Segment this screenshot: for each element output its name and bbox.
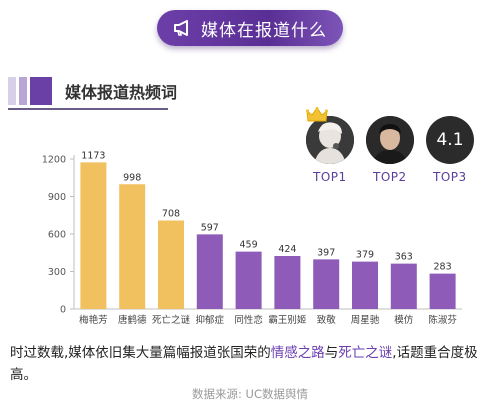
bar [119,184,146,309]
value-label: 1173 [81,150,105,161]
x-labels: 梅艳芳 唐鹤德 死亡之谜 抑郁症 同性恋 霸王别姬 致敬 周星驰 模仿 陈淑芬 [79,314,457,326]
category-label: 陈淑芬 [428,314,457,326]
bar [274,256,301,309]
summary-part2: 与 [324,345,339,361]
category-label: 周星驰 [351,314,380,326]
value-label: 363 [395,252,413,263]
summary-text: 时过数载,媒体依旧集大量篇幅报道张国荣的情感之路与死亡之谜,话题重合度极高。 [10,342,492,386]
bar [352,261,378,309]
value-label: 283 [434,262,452,273]
bar [158,220,184,309]
bars [80,162,456,309]
category-label: 同性恋 [234,314,263,326]
section-bar-2 [19,77,27,105]
category-label: 霸王别姬 [268,314,307,326]
section-bar-3 [30,77,52,105]
category-label: 死亡之谜 [152,314,191,326]
value-label: 424 [278,244,296,255]
y-tick-label: 0 [60,305,66,316]
category-label: 抑郁症 [196,314,225,326]
summary-highlight-2: 死亡之谜 [338,345,393,361]
avatar-top1 [306,116,354,164]
section-bar-1 [8,77,16,105]
value-label: 397 [317,247,335,258]
bar [313,259,340,309]
y-tick-label: 900 [48,192,66,203]
bar [196,234,223,309]
bar [390,263,417,309]
value-label: 998 [123,172,141,183]
summary-highlight-1: 情感之路 [270,345,325,361]
value-label: 459 [240,240,258,251]
header-banner: 媒体在报道什么 [157,10,343,46]
summary-part1: 时过数载,媒体依旧集大量篇幅报道张国荣的 [10,345,271,361]
category-label: 唐鹤德 [118,314,147,326]
category-label: 模仿 [394,314,414,326]
megaphone-icon [173,20,193,36]
badge-top3: 4.1 [426,116,474,164]
bar [80,162,107,309]
section-underline [8,108,168,110]
section-heading: 媒体报道热频词 [8,76,177,106]
source-note: 数据来源: UC数据舆情 [192,387,308,401]
rank-label-top2: TOP2 [373,170,407,184]
category-label: 梅艳芳 [79,314,108,326]
bar [429,273,456,309]
header-title: 媒体在报道什么 [201,20,327,41]
value-label: 597 [201,222,219,233]
avatar-top2 [366,116,414,164]
summary-part3: ,话题重合度极高。 [10,345,478,383]
value-labels: 1173 998 708 597 459 424 397 379 363 283 [81,150,451,272]
bar-chart: 0 300 600 900 1200 1173 998 708 597 459 424 397 379… [42,150,462,326]
y-tick-label: 600 [48,230,66,241]
bar [235,251,262,309]
rank-label-top3: TOP3 [433,170,467,184]
section-title: 媒体报道热频词 [65,83,178,102]
crown-icon [305,106,329,127]
y-tick-label: 1200 [42,155,66,166]
value-label: 708 [162,209,180,220]
category-label: 致敬 [317,314,337,326]
badge-top3-value: 4.1 [436,130,464,150]
y-tick-label: 300 [48,267,66,278]
rank-label-top1: TOP1 [313,170,347,184]
value-label: 379 [356,250,374,261]
